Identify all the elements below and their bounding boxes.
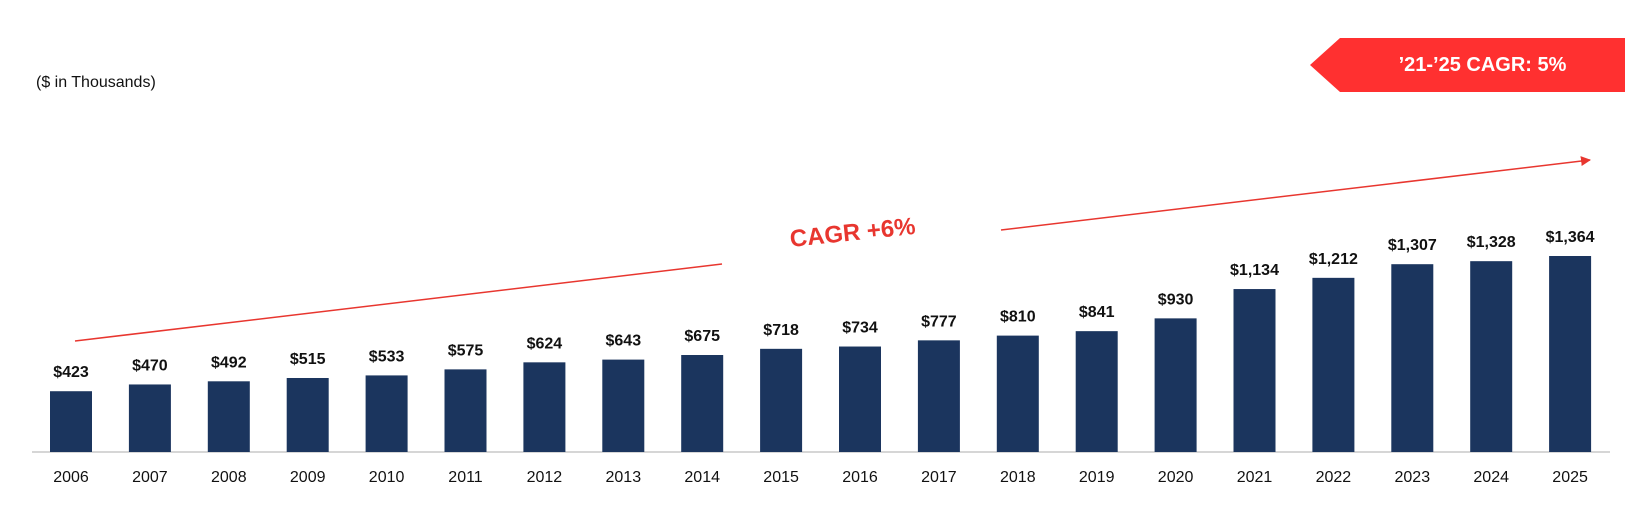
data-label-2013: $643 (606, 333, 642, 350)
x-tick-label-2017: 2017 (921, 469, 957, 486)
data-label-2022: $1,212 (1309, 251, 1358, 268)
x-tick-label-2009: 2009 (290, 469, 326, 486)
bar-2015 (760, 348, 803, 452)
bar-2011 (444, 369, 487, 452)
x-tick-label-2023: 2023 (1395, 469, 1431, 486)
x-tick-label-2020: 2020 (1158, 469, 1194, 486)
x-tick-label-2019: 2019 (1079, 469, 1115, 486)
trend-line-right (1000, 156, 1591, 231)
bar-2020 (1154, 318, 1197, 452)
x-tick-label-2014: 2014 (684, 469, 720, 486)
x-tick-label-2016: 2016 (842, 469, 878, 486)
x-tick-label-2022: 2022 (1316, 469, 1352, 486)
x-tick-label-2024: 2024 (1473, 469, 1509, 486)
x-tick-label-2015: 2015 (763, 469, 799, 486)
bar-2023 (1391, 264, 1434, 452)
data-label-2009: $515 (290, 351, 326, 368)
data-label-2020: $930 (1158, 291, 1194, 308)
bar-2008 (207, 381, 250, 452)
x-tick-label-2011: 2011 (448, 469, 483, 486)
data-label-2024: $1,328 (1467, 234, 1516, 251)
data-label-2019: $841 (1079, 304, 1115, 321)
data-label-2023: $1,307 (1388, 237, 1437, 254)
bar-2012 (523, 362, 566, 452)
bar-2022 (1312, 277, 1355, 452)
data-label-2006: $423 (53, 364, 89, 381)
data-label-2021: $1,134 (1230, 262, 1279, 279)
data-label-2011: $575 (448, 342, 484, 359)
cagr-callout: ’21-’25 CAGR: 5% (1310, 38, 1625, 92)
x-tick-label-2008: 2008 (211, 469, 247, 486)
bar-2021 (1233, 289, 1276, 452)
data-label-2014: $675 (684, 328, 720, 345)
data-label-2018: $810 (1000, 309, 1036, 326)
data-label-2012: $624 (527, 335, 563, 352)
data-label-2015: $718 (763, 322, 799, 339)
data-label-2016: $734 (842, 320, 878, 337)
bar-2009 (286, 377, 329, 452)
data-label-2008: $492 (211, 354, 247, 371)
units-label: ($ in Thousands) (36, 74, 156, 91)
data-label-2010: $533 (369, 348, 405, 365)
x-tick-label-2010: 2010 (369, 469, 405, 486)
bar-2007 (128, 384, 171, 452)
bar-2019 (1075, 331, 1118, 452)
bar-2024 (1470, 261, 1513, 452)
bar-2017 (917, 340, 960, 452)
callout-arrow-shape (1310, 38, 1625, 92)
callout-text: ’21-’25 CAGR: 5% (1398, 54, 1567, 76)
bar-2006 (50, 391, 92, 452)
x-tick-label-2013: 2013 (606, 469, 642, 486)
bar-2013 (602, 359, 645, 452)
bar-2014 (681, 355, 724, 452)
data-label-2007: $470 (132, 357, 168, 374)
data-label-2025: $1,364 (1546, 229, 1595, 246)
callout-shape (1310, 38, 1625, 92)
x-tick-label-2012: 2012 (527, 469, 563, 486)
data-label-2017: $777 (921, 313, 957, 330)
bar-2025 (1549, 256, 1592, 452)
x-tick-label-2018: 2018 (1000, 469, 1036, 486)
x-tick-label-2025: 2025 (1552, 469, 1588, 486)
bar-2016 (839, 346, 881, 452)
x-tick-label-2007: 2007 (132, 469, 168, 486)
trend-line-left (74, 263, 723, 342)
bar-2010 (365, 375, 408, 452)
bar-2018 (996, 335, 1039, 452)
x-tick-label-2021: 2021 (1237, 469, 1273, 486)
x-tick-label-2006: 2006 (53, 469, 89, 486)
